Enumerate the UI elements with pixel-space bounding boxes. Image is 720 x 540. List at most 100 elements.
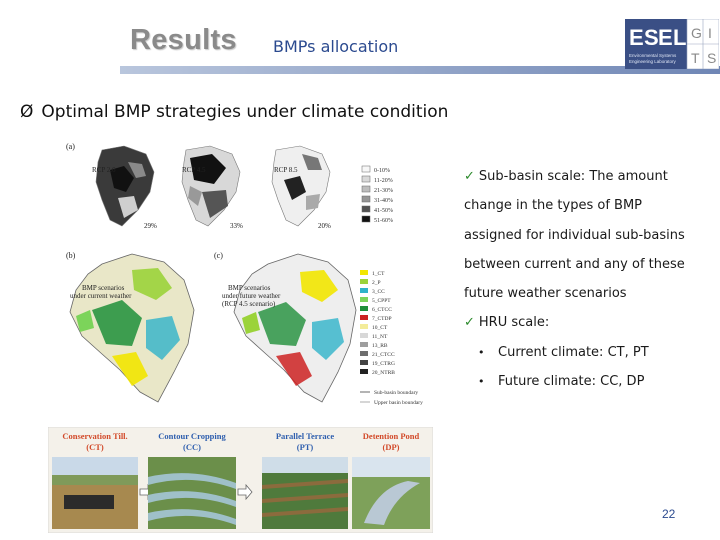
bullet-text-line: change in the types of BMP <box>464 198 643 214</box>
bullet-dot-icon: • <box>478 345 485 359</box>
legend-a-swatch <box>361 195 371 203</box>
photo-conservation-tillage: Conservation Till. (CT) <box>52 431 138 529</box>
logo-letter: E <box>658 25 673 50</box>
logo-letter: S <box>644 25 659 50</box>
bullet-hru: ✓ HRU scale: <box>464 308 716 337</box>
photo-title: Contour Cropping <box>158 431 226 441</box>
legend-b-label: 21_CTCC <box>372 352 395 358</box>
map-rcp26: RCP 2.6 29% <box>92 145 157 230</box>
legend-a: 0-10% 11-20% 21-30% 31-40% 41-50% 51-60% <box>361 165 393 224</box>
legend-b-label: 13_RB <box>372 343 388 349</box>
logo-side-letter: I <box>708 25 712 41</box>
legend-b-label: 3_CC <box>372 289 385 295</box>
legend-b-swatch <box>360 342 368 347</box>
results-bullets: ✓ Sub-basin scale: The amount change in t… <box>464 162 716 396</box>
eselgist-logo: E S E L Environmental Systems Engineerin… <box>625 19 719 69</box>
arrow-right-icon <box>237 483 253 501</box>
sub-bullet-text: Current climate: CT, PT <box>498 344 649 360</box>
photo-abbr: (CC) <box>183 442 201 452</box>
map-future-weather: BMP scenarios under future weather (RCP … <box>222 253 357 403</box>
photo-parallel-terrace: Parallel Terrace (PT) <box>262 431 348 529</box>
legend-b-label: 1_CT <box>372 271 385 277</box>
bullet-dot-icon: • <box>478 375 485 389</box>
logo-caption: Environmental Systems <box>629 53 677 58</box>
map-current-weather: BMP scenarios under current weather <box>69 253 195 403</box>
panel-label-a: (a) <box>66 142 75 151</box>
legend-a-swatch <box>361 205 371 213</box>
map-caption: under future weather <box>222 292 281 300</box>
legend-b-label: 6_CTCC <box>372 307 392 313</box>
legend-b-label: 7_CTDP <box>372 316 392 322</box>
bullet-text: HRU scale: <box>478 315 550 331</box>
legend-b-label: 5_CPPT <box>372 298 391 304</box>
logo-side-letter: T <box>691 50 700 66</box>
rcp-percent: 29% <box>144 222 157 230</box>
logo-side-letter: G <box>691 25 702 41</box>
photo-title: Conservation Till. <box>62 431 127 441</box>
legend-a-swatch <box>361 185 371 193</box>
legend-b: 1_CT 2_P 3_CC 5_CPPT 6_CTCC 7_CTDP 10_CT… <box>360 270 423 406</box>
legend-a-swatch <box>361 165 371 173</box>
legend-b-line-label: Sub-basin boundary <box>374 390 418 396</box>
panel-label-c: (c) <box>214 251 223 260</box>
logo-letter: E <box>629 25 644 50</box>
legend-b-label: 19_CTRG <box>372 361 395 367</box>
bullet-text-line: assigned for individual sub-basins <box>464 227 685 243</box>
logo-letter: L <box>673 25 686 50</box>
legend-a-swatch <box>361 215 371 223</box>
legend-a-label: 21-30% <box>374 188 393 194</box>
slide-title: Results <box>130 24 237 56</box>
logo-side-letter: S <box>707 50 716 66</box>
panel-label-b: (b) <box>66 251 76 260</box>
sub-bullet-text: Future climate: CC, DP <box>498 374 645 390</box>
rcp-label: RCP 8.5 <box>274 166 298 174</box>
bullet-text-line: future weather scenarios <box>464 286 627 302</box>
photo-title: Parallel Terrace <box>276 431 335 441</box>
legend-a-label: 41-50% <box>374 208 393 214</box>
legend-a-swatch <box>361 175 371 183</box>
sub-bullet: • Future climate: CC, DP <box>464 367 716 396</box>
rcp-percent: 33% <box>230 222 243 230</box>
legend-b-swatch <box>360 333 368 338</box>
logo-caption: Engineering Laboratory <box>629 59 677 64</box>
photo-abbr: (CT) <box>86 442 104 452</box>
legend-a-label: 51-60% <box>374 218 393 224</box>
photo-abbr: (DP) <box>383 442 400 452</box>
legend-b-swatch <box>360 324 368 329</box>
legend-b-label: 2_P <box>372 280 381 286</box>
legend-b-swatch <box>360 279 368 284</box>
legend-b-swatch <box>360 270 368 275</box>
legend-b-label: 11_NT <box>372 334 388 340</box>
rcp-percent: 20% <box>318 222 331 230</box>
legend-b-label: 10_CT <box>372 325 388 331</box>
legend-a-label: 31-40% <box>374 198 393 204</box>
sub-bullet: • Current climate: CT, PT <box>464 338 716 367</box>
legend-b-label: 20_NTRB <box>372 370 395 376</box>
section-heading-text: Optimal BMP strategies under climate con… <box>41 102 449 122</box>
rcp-label: RCP 4.5 <box>182 166 206 174</box>
section-heading: Ø Optimal BMP strategies under climate co… <box>20 102 448 122</box>
legend-b-swatch <box>360 369 368 374</box>
photo-abbr: (PT) <box>297 442 314 452</box>
bullet-subbasin: ✓ Sub-basin scale: The amount <box>464 162 716 191</box>
legend-b-swatch <box>360 315 368 320</box>
checkmark-icon: ✓ <box>464 169 475 184</box>
bullet-text: Sub-basin scale: The amount <box>478 169 668 184</box>
rcp-label: RCP 2.6 <box>92 166 116 174</box>
header-rule <box>120 66 720 74</box>
checkmark-icon: ✓ <box>464 315 475 331</box>
bmp-photo-strip: Conservation Till. (CT) Contour Cropping… <box>48 427 433 533</box>
map-caption: (RCP 4.5 scenario) <box>222 300 276 308</box>
legend-b-swatch <box>360 288 368 293</box>
legend-b-swatch <box>360 297 368 302</box>
arrow-bullet-icon: Ø <box>20 102 34 122</box>
legend-b-line-label: Upper basin boundary <box>374 400 423 406</box>
photo-title: Detention Pond <box>363 431 420 441</box>
legend-a-label: 0-10% <box>374 168 390 174</box>
legend-b-swatch <box>360 360 368 365</box>
map-caption: BMP scenarios <box>82 284 125 292</box>
map-rcp45: RCP 4.5 33% <box>181 145 243 230</box>
photo-contour-cropping: Contour Cropping (CC) <box>148 431 236 529</box>
legend-b-swatch <box>360 306 368 311</box>
legend-a-label: 11-20% <box>374 178 393 184</box>
